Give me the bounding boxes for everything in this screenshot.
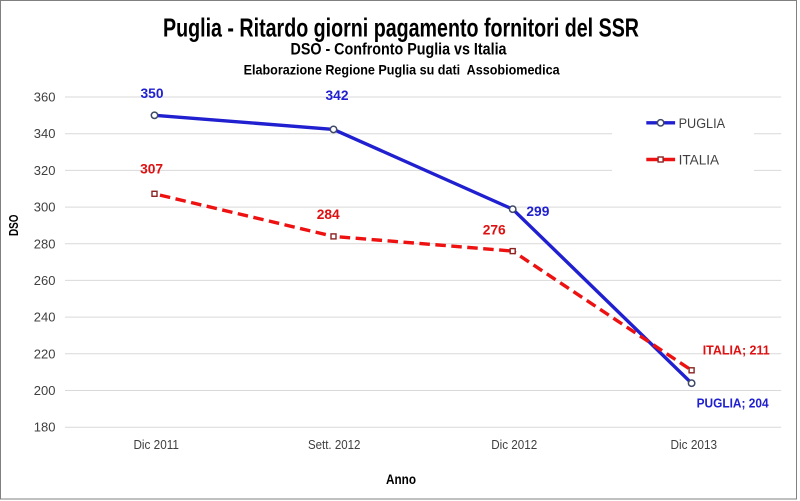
- svg-text:ITALIA: ITALIA: [679, 153, 720, 168]
- svg-text:299: 299: [526, 203, 549, 219]
- svg-text:360: 360: [34, 90, 56, 105]
- svg-text:180: 180: [34, 420, 56, 435]
- svg-text:280: 280: [34, 236, 56, 251]
- svg-text:320: 320: [34, 163, 56, 178]
- svg-text:220: 220: [34, 346, 56, 361]
- svg-text:ITALIA; 211: ITALIA; 211: [703, 343, 770, 358]
- svg-text:Anno: Anno: [386, 472, 416, 487]
- svg-text:PUGLIA; 204: PUGLIA; 204: [697, 396, 770, 411]
- svg-text:307: 307: [140, 160, 163, 176]
- svg-text:200: 200: [34, 383, 56, 398]
- svg-text:342: 342: [326, 87, 349, 103]
- svg-text:Dic 2013: Dic 2013: [671, 437, 718, 452]
- svg-text:240: 240: [34, 310, 56, 325]
- svg-text:Dic 2011: Dic 2011: [133, 437, 179, 452]
- svg-text:Elaborazione Regione Puglia su: Elaborazione Regione Puglia su dati Asso…: [244, 62, 560, 78]
- svg-text:Puglia - Ritardo giorni pagame: Puglia - Ritardo giorni pagamento fornit…: [163, 13, 639, 43]
- svg-text:340: 340: [34, 126, 56, 141]
- svg-text:PUGLIA: PUGLIA: [679, 116, 726, 131]
- svg-text:284: 284: [317, 206, 340, 222]
- svg-text:350: 350: [141, 85, 164, 101]
- svg-text:DSO - Confronto Puglia vs Ital: DSO - Confronto Puglia vs Italia: [291, 41, 508, 59]
- svg-text:Dic 2012: Dic 2012: [491, 437, 537, 452]
- svg-text:300: 300: [34, 200, 56, 215]
- svg-text:276: 276: [483, 221, 506, 237]
- svg-text:260: 260: [34, 273, 56, 288]
- svg-text:DSO: DSO: [7, 214, 21, 236]
- svg-text:Sett. 2012: Sett. 2012: [308, 437, 361, 452]
